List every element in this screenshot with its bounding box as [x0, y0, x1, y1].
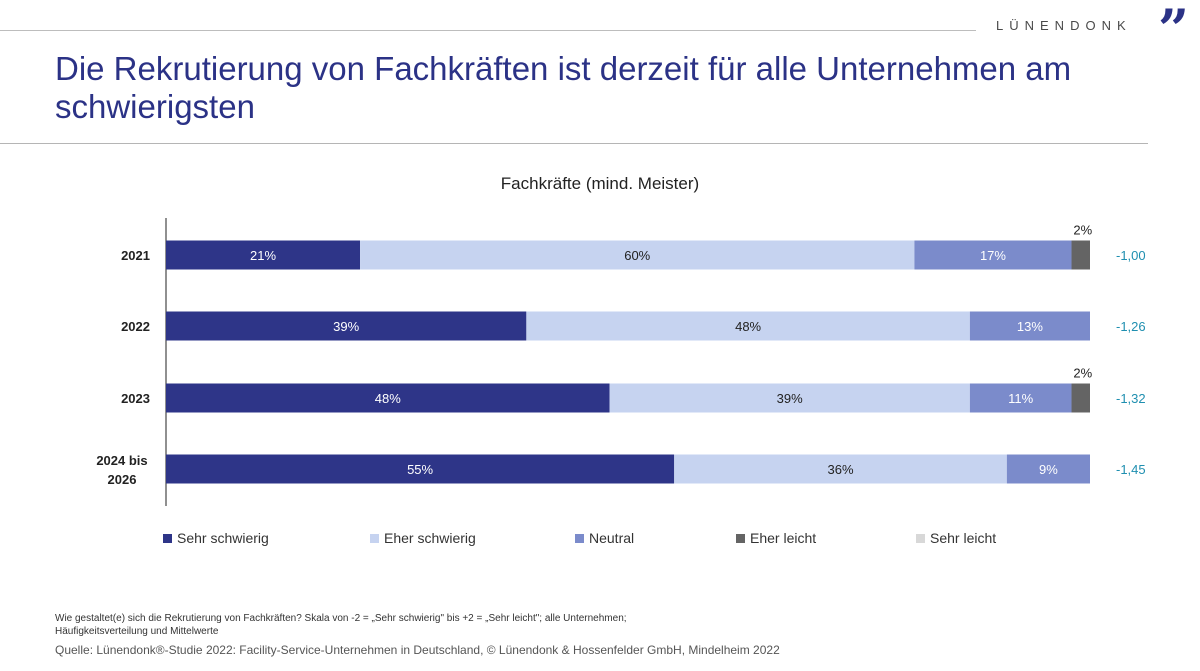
footnote-line-2: Häufigkeitsverteilung und Mittelwerte [55, 626, 219, 637]
top-rule [0, 30, 976, 31]
legend-swatch [163, 534, 172, 543]
legend-label: Eher schwierig [384, 530, 476, 546]
legend-swatch [370, 534, 379, 543]
bar-segment-eher-leicht [1071, 240, 1090, 270]
bar-segment-sehr-schwierig [166, 454, 675, 484]
data-label: 39% [777, 391, 803, 406]
page-title: Die Rekrutierung von Fachkräften ist der… [55, 50, 1072, 125]
title-divider [0, 143, 1148, 144]
data-label-outside: 2% [1073, 223, 1092, 238]
legend-label: Sehr schwierig [177, 530, 269, 546]
legend-swatch [736, 534, 745, 543]
source-line: Quelle: Lünendonk®-Studie 2022: Facility… [55, 643, 780, 657]
mean-value: -1,45 [1116, 462, 1146, 477]
data-label: 60% [624, 248, 650, 263]
data-label: 11% [1008, 391, 1033, 406]
legend-label: Sehr leicht [930, 530, 997, 546]
chart-legend: Sehr schwierig Eher schwierig Neutral Eher … [0, 530, 1200, 552]
mean-value: -1,32 [1116, 391, 1146, 406]
data-label: 21% [250, 248, 276, 263]
data-label: 39% [333, 319, 359, 334]
bar-segment-eher-schwierig [674, 454, 1007, 484]
brand-logo-text: LÜNENDONK [996, 18, 1132, 33]
legend-item: Sehr schwierig [163, 530, 269, 546]
brand-quote-mark: ” [1158, 0, 1190, 61]
stacked-bar-chart: Fachkräfte (mind. Meister) 2021 21% 60% 17% 2… [96, 174, 1146, 506]
bar-segment-eher-schwierig [609, 383, 970, 413]
legend-item: Neutral [575, 530, 634, 546]
legend-label: Neutral [589, 530, 635, 546]
data-label: 13% [1017, 319, 1043, 334]
mean-value: -1,00 [1116, 248, 1146, 263]
data-label: 9% [1039, 462, 1058, 477]
bar-segment-neutral [914, 240, 1072, 270]
data-label: 48% [735, 319, 761, 334]
bar-segment-sehr-schwierig [166, 240, 361, 270]
chart-footnote: Wie gestaltet(e) sich die Rekrutierung v… [55, 612, 1155, 638]
data-label: 48% [375, 391, 401, 406]
chart-title: Fachkräfte (mind. Meister) [501, 174, 699, 193]
footnote-line-1: Wie gestaltet(e) sich die Rekrutierung v… [55, 613, 627, 624]
category-label: 2022 [121, 319, 150, 334]
legend-item: Sehr leicht [916, 530, 996, 546]
legend-swatch [916, 534, 925, 543]
category-label: 2024 bis 2026 [96, 453, 147, 487]
legend-item: Eher leicht [736, 530, 816, 546]
bar-segment-neutral [1006, 454, 1090, 484]
legend-swatch [575, 534, 584, 543]
data-label-outside: 2% [1073, 366, 1092, 381]
bar-segment-neutral [969, 383, 1072, 413]
bar-segment-eher-leicht [1071, 383, 1090, 413]
category-label: 2023 [121, 391, 150, 406]
legend-item: Eher schwierig [370, 530, 476, 546]
bar-segment-sehr-schwierig [166, 311, 527, 341]
data-label: 17% [980, 248, 1006, 263]
data-label: 36% [828, 462, 854, 477]
bar-segment-eher-schwierig [360, 240, 915, 270]
bar-segment-sehr-schwierig [166, 383, 610, 413]
legend-label: Eher leicht [750, 530, 817, 546]
bar-segment-eher-schwierig [526, 311, 970, 341]
bar-segment-neutral [969, 311, 1090, 341]
data-label: 55% [407, 462, 433, 477]
mean-value: -1,26 [1116, 319, 1146, 334]
category-label: 2021 [121, 248, 150, 263]
